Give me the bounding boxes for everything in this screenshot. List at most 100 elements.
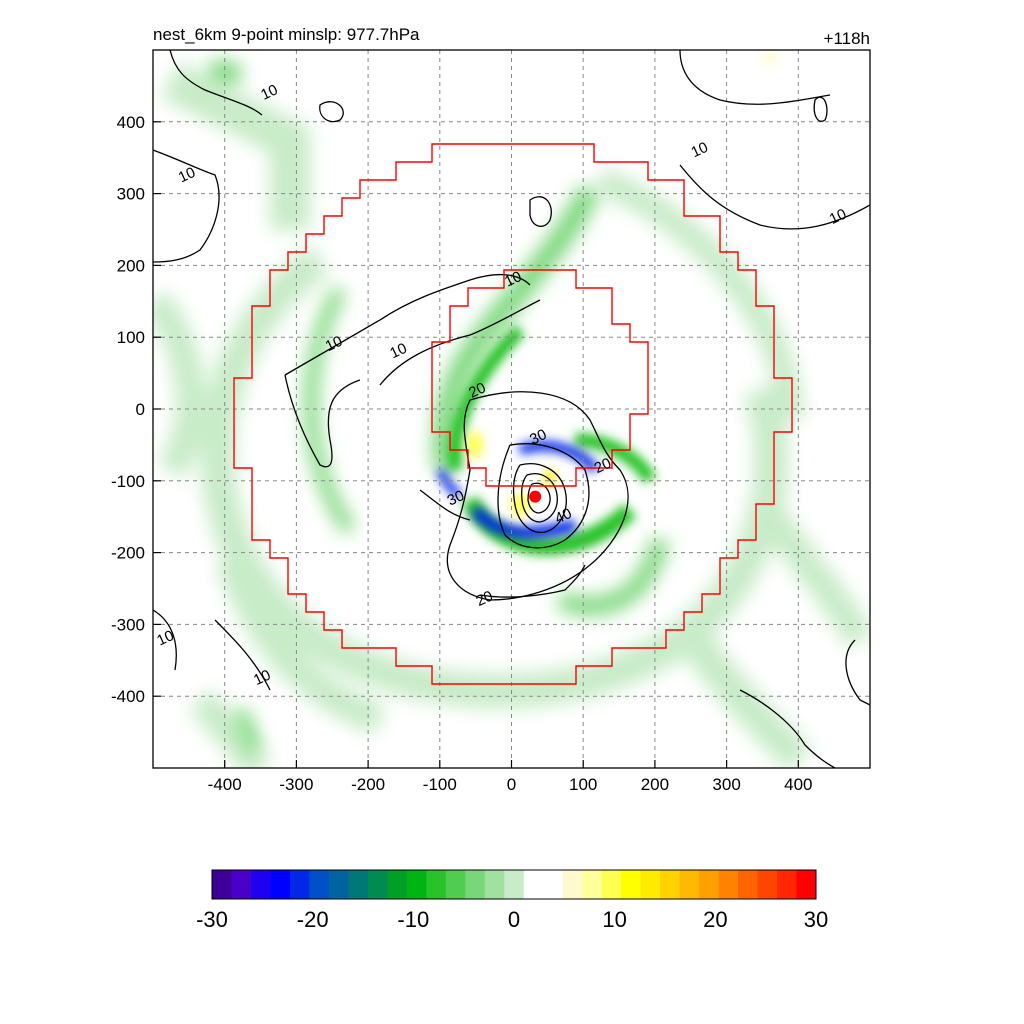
colorbar-swatch xyxy=(367,870,388,899)
colorbar-swatch xyxy=(796,870,817,899)
outer-light-green-rainbands xyxy=(153,62,870,768)
y-tick-label: -100 xyxy=(111,472,145,491)
contour-label: 10 xyxy=(258,81,280,103)
y-tick-label: 100 xyxy=(117,328,145,347)
x-tick-label: -300 xyxy=(279,775,313,794)
contour-label: 30 xyxy=(527,426,549,448)
y-tick-label: -300 xyxy=(111,615,145,634)
colorbar: -30 -20 -10 0 10 20 30 xyxy=(196,869,828,932)
contour-labels: 10 10 10 10 10 10 10 20 30 20 30 40 20 10 10 xyxy=(154,81,849,689)
x-tick-label: -100 xyxy=(423,775,457,794)
colorbar-tick-label: 30 xyxy=(804,907,828,932)
colorbar-swatch xyxy=(699,870,720,899)
colorbar-tick-label: 20 xyxy=(703,907,727,932)
contour-10-bottom-right xyxy=(739,689,836,768)
contour-label: 10 xyxy=(688,139,710,161)
colorbar-swatch xyxy=(250,870,271,899)
contour-10-right-loop xyxy=(845,639,870,706)
x-tick-label: 200 xyxy=(641,775,669,794)
contour-inner-1 xyxy=(521,473,558,523)
colorbar-swatch xyxy=(718,870,739,899)
colorbar-swatch xyxy=(212,870,232,899)
colorbar-swatch xyxy=(679,870,700,899)
colorbar-swatch xyxy=(660,870,681,899)
colorbar-swatch xyxy=(777,870,798,899)
contour-label: 20 xyxy=(466,379,488,401)
colorbar-swatch xyxy=(601,870,622,899)
radius-rings xyxy=(233,143,793,685)
colorbar-swatch xyxy=(348,870,369,899)
y-tick-label: 400 xyxy=(117,113,145,132)
colorbar-swatch xyxy=(231,870,252,899)
contour-label: 10 xyxy=(154,627,176,649)
contour-label: 10 xyxy=(176,164,198,186)
x-tick-label: -200 xyxy=(351,775,385,794)
contour-10-left-lobe xyxy=(284,374,361,468)
y-tick-label: 0 xyxy=(136,400,145,419)
colorbar-tick-label: -30 xyxy=(196,907,228,932)
x-tick-label: 300 xyxy=(712,775,740,794)
contour-10-bottom-left xyxy=(153,609,177,671)
contour-label: 10 xyxy=(323,333,345,355)
contour-20-bottom xyxy=(479,564,586,598)
colorbar-swatch xyxy=(738,870,759,899)
contour-10-blob-c xyxy=(319,101,344,123)
colorbar-swatch xyxy=(289,870,310,899)
colorbar-frame xyxy=(211,869,817,900)
y-tick-label: -400 xyxy=(111,687,145,706)
colorbar-swatch xyxy=(387,870,408,899)
colorbar-tick-label: -20 xyxy=(297,907,329,932)
contour-10-upper-left xyxy=(153,149,220,263)
colorbar-swatch xyxy=(757,870,778,899)
contour-label: 20 xyxy=(473,588,495,610)
contour-label: 10 xyxy=(251,667,273,689)
y-tick-label: 300 xyxy=(117,185,145,204)
contour-10-bottom-left-2 xyxy=(214,619,271,691)
contour-10-blob-b xyxy=(813,96,828,122)
colorbar-swatch xyxy=(523,870,544,899)
colorbar-swatch xyxy=(270,870,291,899)
colorbar-tick-label: 0 xyxy=(508,907,520,932)
colorbar-swatch xyxy=(328,870,349,899)
contour-30-left-arc xyxy=(419,489,471,521)
forecast-hour-label: +118h xyxy=(824,29,870,48)
colorbar-tick-label: -10 xyxy=(397,907,429,932)
contour-10-blob-a xyxy=(529,196,552,227)
contour-label: 10 xyxy=(827,206,849,228)
colorbar-swatch xyxy=(484,870,505,899)
contour-30 xyxy=(497,443,590,549)
y-axis: 400 300 200 100 0 -100 -200 -300 -400 xyxy=(111,113,161,706)
colorbar-swatch xyxy=(406,870,427,899)
storm-center-marker xyxy=(529,490,542,503)
blue-eyewall xyxy=(436,441,599,539)
contour-label: 10 xyxy=(387,340,409,362)
colorbar-tick-label: 10 xyxy=(602,907,626,932)
x-tick-label: -400 xyxy=(208,775,242,794)
colorbar-swatch xyxy=(621,870,642,899)
colorbar-swatch xyxy=(465,870,486,899)
radius-ring xyxy=(431,269,649,487)
colorbar-swatch xyxy=(543,870,564,899)
colorbar-swatch xyxy=(504,870,525,899)
contour-40 xyxy=(513,463,567,534)
contour-10-right xyxy=(679,164,870,230)
colorbar-swatch xyxy=(582,870,603,899)
colorbar-swatch xyxy=(309,870,330,899)
contour-20-outer xyxy=(446,391,629,601)
colorbar-swatch xyxy=(426,870,447,899)
chart-title: nest_6km 9-point minslp: 977.7hPa xyxy=(153,25,420,44)
x-tick-label: 400 xyxy=(784,775,812,794)
contour-inner-2 xyxy=(527,482,551,514)
plot-area: 10 10 10 10 10 10 10 20 30 20 30 40 20 10 10 xyxy=(152,49,871,769)
colorbar-swatch xyxy=(640,870,661,899)
colorbar-swatch xyxy=(445,870,466,899)
contour-label: 30 xyxy=(445,487,467,509)
y-tick-label: -200 xyxy=(111,544,145,563)
x-tick-label: 0 xyxy=(507,775,516,794)
contour-10-top-right xyxy=(679,50,831,105)
x-axis: -400 -300 -200 -100 0 100 200 300 400 xyxy=(208,760,812,794)
x-tick-label: 100 xyxy=(569,775,597,794)
y-tick-label: 200 xyxy=(117,256,145,275)
contour-10-inner xyxy=(379,299,541,386)
